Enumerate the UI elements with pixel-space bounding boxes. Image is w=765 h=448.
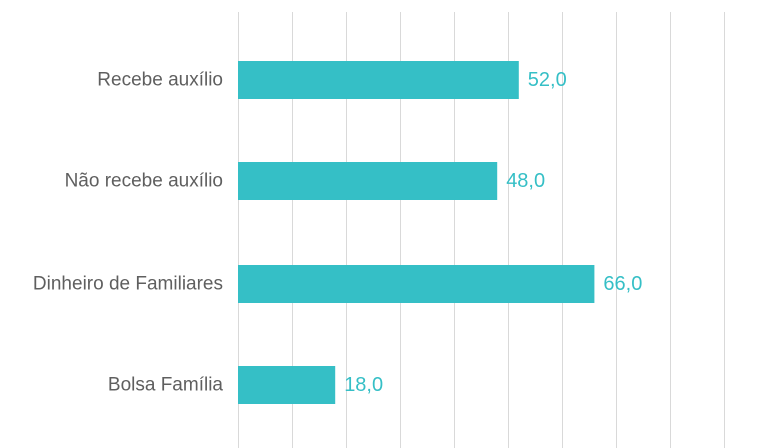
bar xyxy=(238,265,594,303)
bars xyxy=(238,61,594,404)
category-label: Bolsa Família xyxy=(108,375,224,396)
value-label: 48,0 xyxy=(506,170,545,192)
bar xyxy=(238,61,519,99)
bar xyxy=(238,366,335,404)
value-label: 52,0 xyxy=(528,69,567,91)
category-label: Dinheiro de Familiares xyxy=(33,274,223,295)
category-labels: Recebe auxílio Não recebe auxílio Dinheiro… xyxy=(33,70,223,396)
bar xyxy=(238,162,497,200)
value-labels: 52,0 48,0 66,0 18,0 xyxy=(344,69,642,396)
category-label: Não recebe auxílio xyxy=(65,171,223,192)
value-label: 66,0 xyxy=(603,273,642,295)
category-label: Recebe auxílio xyxy=(97,70,223,91)
value-label: 18,0 xyxy=(344,374,383,396)
